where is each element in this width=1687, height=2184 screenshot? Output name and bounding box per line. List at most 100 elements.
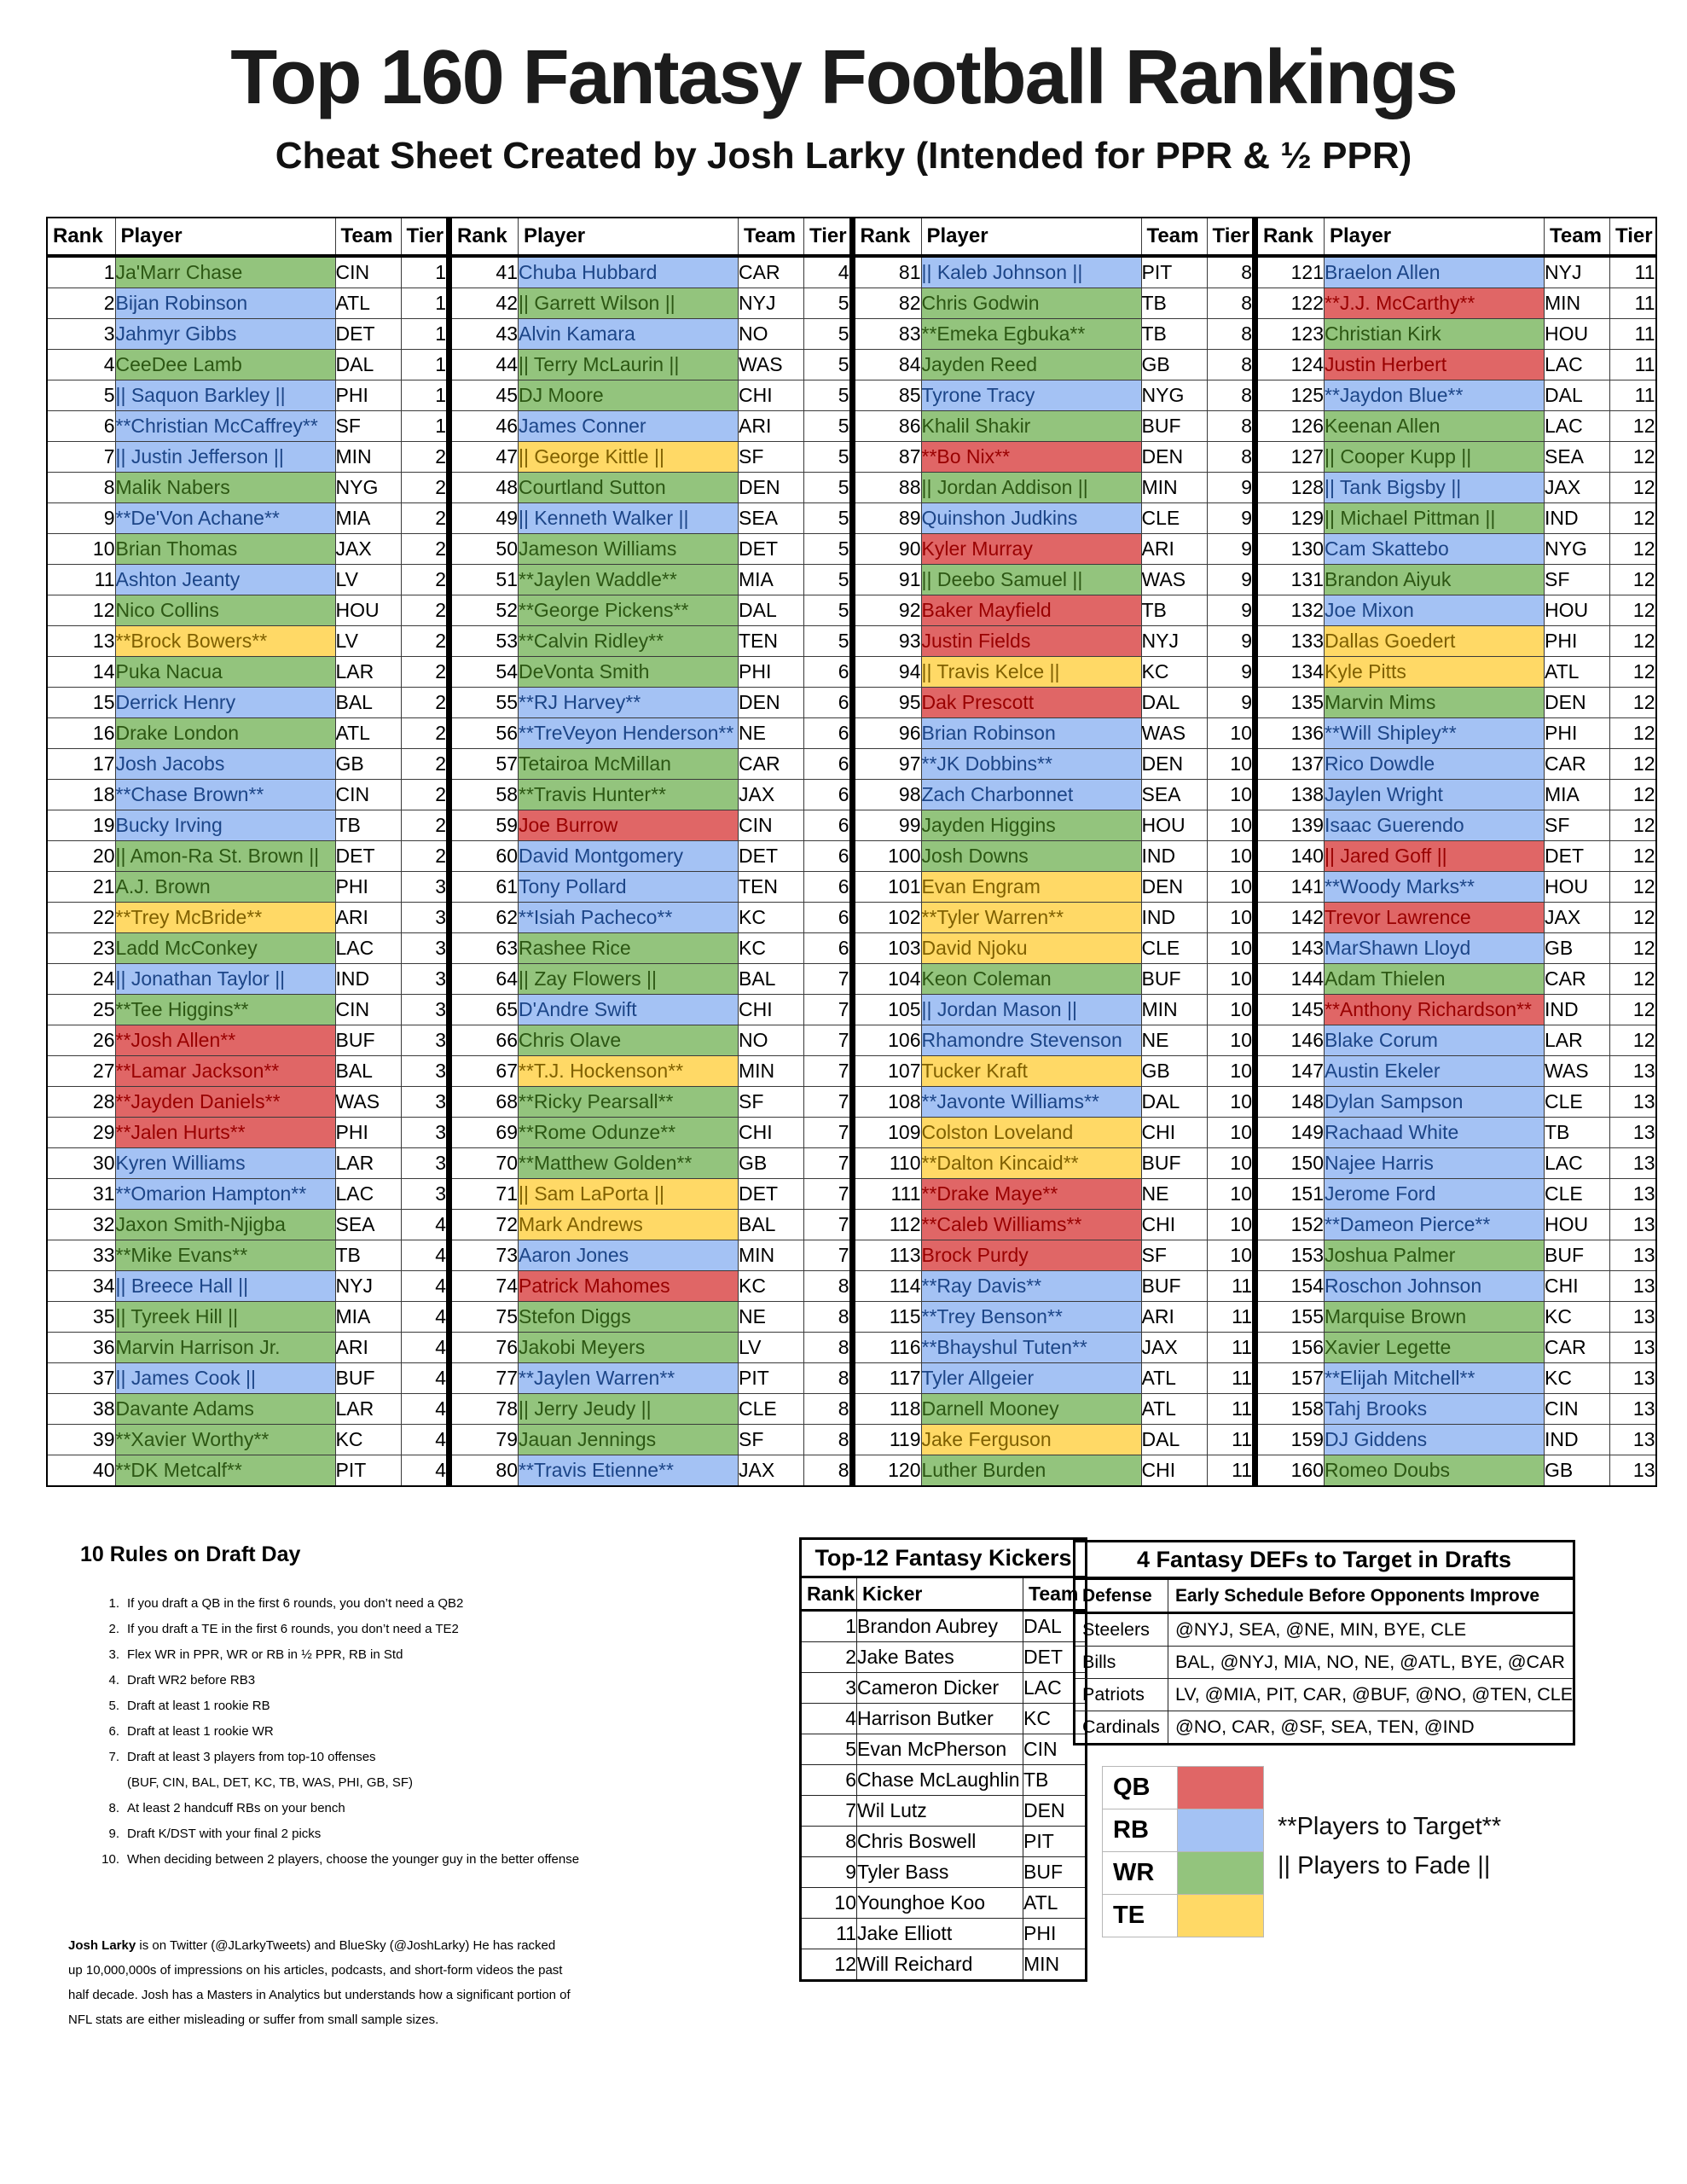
player-header: Player — [1324, 217, 1545, 258]
tier-cell: 6 — [803, 748, 850, 780]
rank-cell: 110 — [852, 1147, 922, 1179]
author-bio-text: is on Twitter (@JLarkyTweets) and BlueSk… — [68, 1938, 571, 2027]
ranking-row: 83 **Emeka Egbuka** TB 8 — [852, 318, 1254, 350]
player-cell: **Brock Bowers** — [114, 625, 336, 657]
page-subtitle: Cheat Sheet Created by Josh Larky (Inten… — [275, 135, 1412, 177]
player-cell: Adam Thielen — [1324, 963, 1545, 995]
kicker-name-cell: Chase McLaughlin — [856, 1764, 1023, 1796]
rank-cell: 160 — [1255, 1455, 1325, 1487]
team-cell: DET — [1544, 840, 1610, 872]
tier-cell: 5 — [803, 318, 850, 350]
team-cell: TEN — [738, 625, 804, 657]
player-cell: **George Pickens** — [518, 595, 739, 626]
kicker-rank-cell: 3 — [800, 1672, 857, 1704]
rank-cell: 133 — [1255, 625, 1325, 657]
rule-item: 8. At least 2 handcuff RBs on your bench — [80, 1796, 592, 1821]
team-cell: LV — [738, 1332, 804, 1363]
tier-cell: 13 — [1609, 1240, 1656, 1271]
ranking-row: 72 Mark Andrews BAL 7 — [449, 1209, 850, 1240]
tier-cell: 11 — [1206, 1455, 1254, 1487]
ranking-row: 98 Zach Charbonnet SEA 10 — [852, 779, 1254, 810]
player-cell: Alvin Kamara — [518, 318, 739, 350]
tier-cell: 10 — [1206, 1147, 1254, 1179]
team-cell: DAL — [738, 595, 804, 626]
player-cell: || Tank Bigsby || — [1324, 472, 1545, 503]
player-cell: Jaxon Smith-Njigba — [114, 1209, 336, 1240]
rank-cell: 8 — [46, 472, 116, 503]
ranking-row: 12 Nico Collins HOU 2 — [46, 595, 448, 626]
rank-cell: 78 — [449, 1393, 519, 1425]
player-cell: Kyler Murray — [920, 533, 1142, 565]
player-cell: Jake Ferguson — [920, 1424, 1142, 1455]
rule-item: 9. Draft K/DST with your final 2 picks — [80, 1821, 592, 1847]
rank-cell: 62 — [449, 902, 519, 933]
rank-cell: 19 — [46, 810, 116, 841]
kicker-rank-cell: 9 — [800, 1856, 857, 1888]
rank-cell: 61 — [449, 871, 519, 903]
tier-cell: 10 — [1206, 717, 1254, 749]
ranking-row: 101 Evan Engram DEN 10 — [852, 871, 1254, 903]
player-cell: Austin Ekeler — [1324, 1055, 1545, 1087]
kicker-team-cell: TB — [1023, 1764, 1087, 1796]
ranking-row: 95 Dak Prescott DAL 9 — [852, 687, 1254, 718]
ranking-row: 29 **Jalen Hurts** PHI 3 — [46, 1117, 448, 1148]
rank-cell: 97 — [852, 748, 922, 780]
player-cell: **Jaydon Blue** — [1324, 380, 1545, 411]
ranking-row: 144 Adam Thielen CAR 12 — [1255, 963, 1656, 995]
team-cell: NYG — [1544, 533, 1610, 565]
team-cell: PHI — [334, 871, 402, 903]
rank-cell: 80 — [449, 1455, 519, 1487]
tier-cell: 2 — [400, 717, 448, 749]
rank-cell: 109 — [852, 1117, 922, 1148]
ranking-row: 20 || Amon-Ra St. Brown || DET 2 — [46, 840, 448, 872]
player-cell: Tyrone Tracy — [920, 380, 1142, 411]
tier-cell: 7 — [803, 1086, 850, 1118]
tier-cell: 6 — [803, 810, 850, 841]
team-cell: LAR — [334, 1393, 402, 1425]
tier-cell: 12 — [1609, 687, 1656, 718]
tier-cell: 4 — [400, 1455, 448, 1487]
player-cell: **Chase Brown** — [114, 779, 336, 810]
ranking-row: 67 **T.J. Hockenson** MIN 7 — [449, 1055, 850, 1087]
tier-cell: 2 — [400, 656, 448, 688]
rank-cell: 22 — [46, 902, 116, 933]
ranking-row: 159 DJ Giddens IND 13 — [1255, 1424, 1656, 1455]
ranking-row: 129 || Michael Pittman || IND 12 — [1255, 502, 1656, 534]
player-cell: **T.J. Hockenson** — [518, 1055, 739, 1087]
player-cell: Tyler Allgeier — [920, 1362, 1142, 1394]
ranking-row: 85 Tyrone Tracy NYG 8 — [852, 380, 1254, 411]
team-cell: NE — [1140, 1178, 1208, 1210]
ranking-row: 60 David Montgomery DET 6 — [449, 840, 850, 872]
tier-cell: 1 — [400, 288, 448, 319]
rank-cell: 68 — [449, 1086, 519, 1118]
tier-cell: 9 — [1206, 533, 1254, 565]
rank-cell: 95 — [852, 687, 922, 718]
ranking-row: 64 || Zay Flowers || BAL 7 — [449, 963, 850, 995]
team-cell: ARI — [1140, 533, 1208, 565]
team-cell: CIN — [334, 994, 402, 1025]
rank-cell: 141 — [1255, 871, 1325, 903]
rank-cell: 3 — [46, 318, 116, 350]
team-cell: DAL — [1140, 1424, 1208, 1455]
rank-cell: 36 — [46, 1332, 116, 1363]
ranking-row: 102 **Tyler Warren** IND 10 — [852, 902, 1254, 933]
ranking-row: 13 **Brock Bowers** LV 2 — [46, 625, 448, 657]
tier-cell: 13 — [1609, 1332, 1656, 1363]
tier-cell: 12 — [1609, 779, 1656, 810]
team-cell: ATL — [1544, 656, 1610, 688]
tier-cell: 4 — [803, 255, 850, 288]
rank-cell: 38 — [46, 1393, 116, 1425]
tier-cell: 1 — [400, 349, 448, 380]
defense-name-cell: Steelers — [1074, 1612, 1168, 1647]
ranking-row: 113 Brock Purdy SF 10 — [852, 1240, 1254, 1271]
player-cell: || Saquon Barkley || — [114, 380, 336, 411]
rank-cell: 142 — [1255, 902, 1325, 933]
team-cell: LV — [334, 625, 402, 657]
tier-cell: 6 — [803, 687, 850, 718]
rank-cell: 105 — [852, 994, 922, 1025]
ranking-row: 44 || Terry McLaurin || WAS 5 — [449, 349, 850, 380]
tier-cell: 2 — [400, 687, 448, 718]
tier-cell: 3 — [400, 963, 448, 995]
rule-number — [80, 1770, 119, 1796]
tier-cell: 11 — [1206, 1424, 1254, 1455]
